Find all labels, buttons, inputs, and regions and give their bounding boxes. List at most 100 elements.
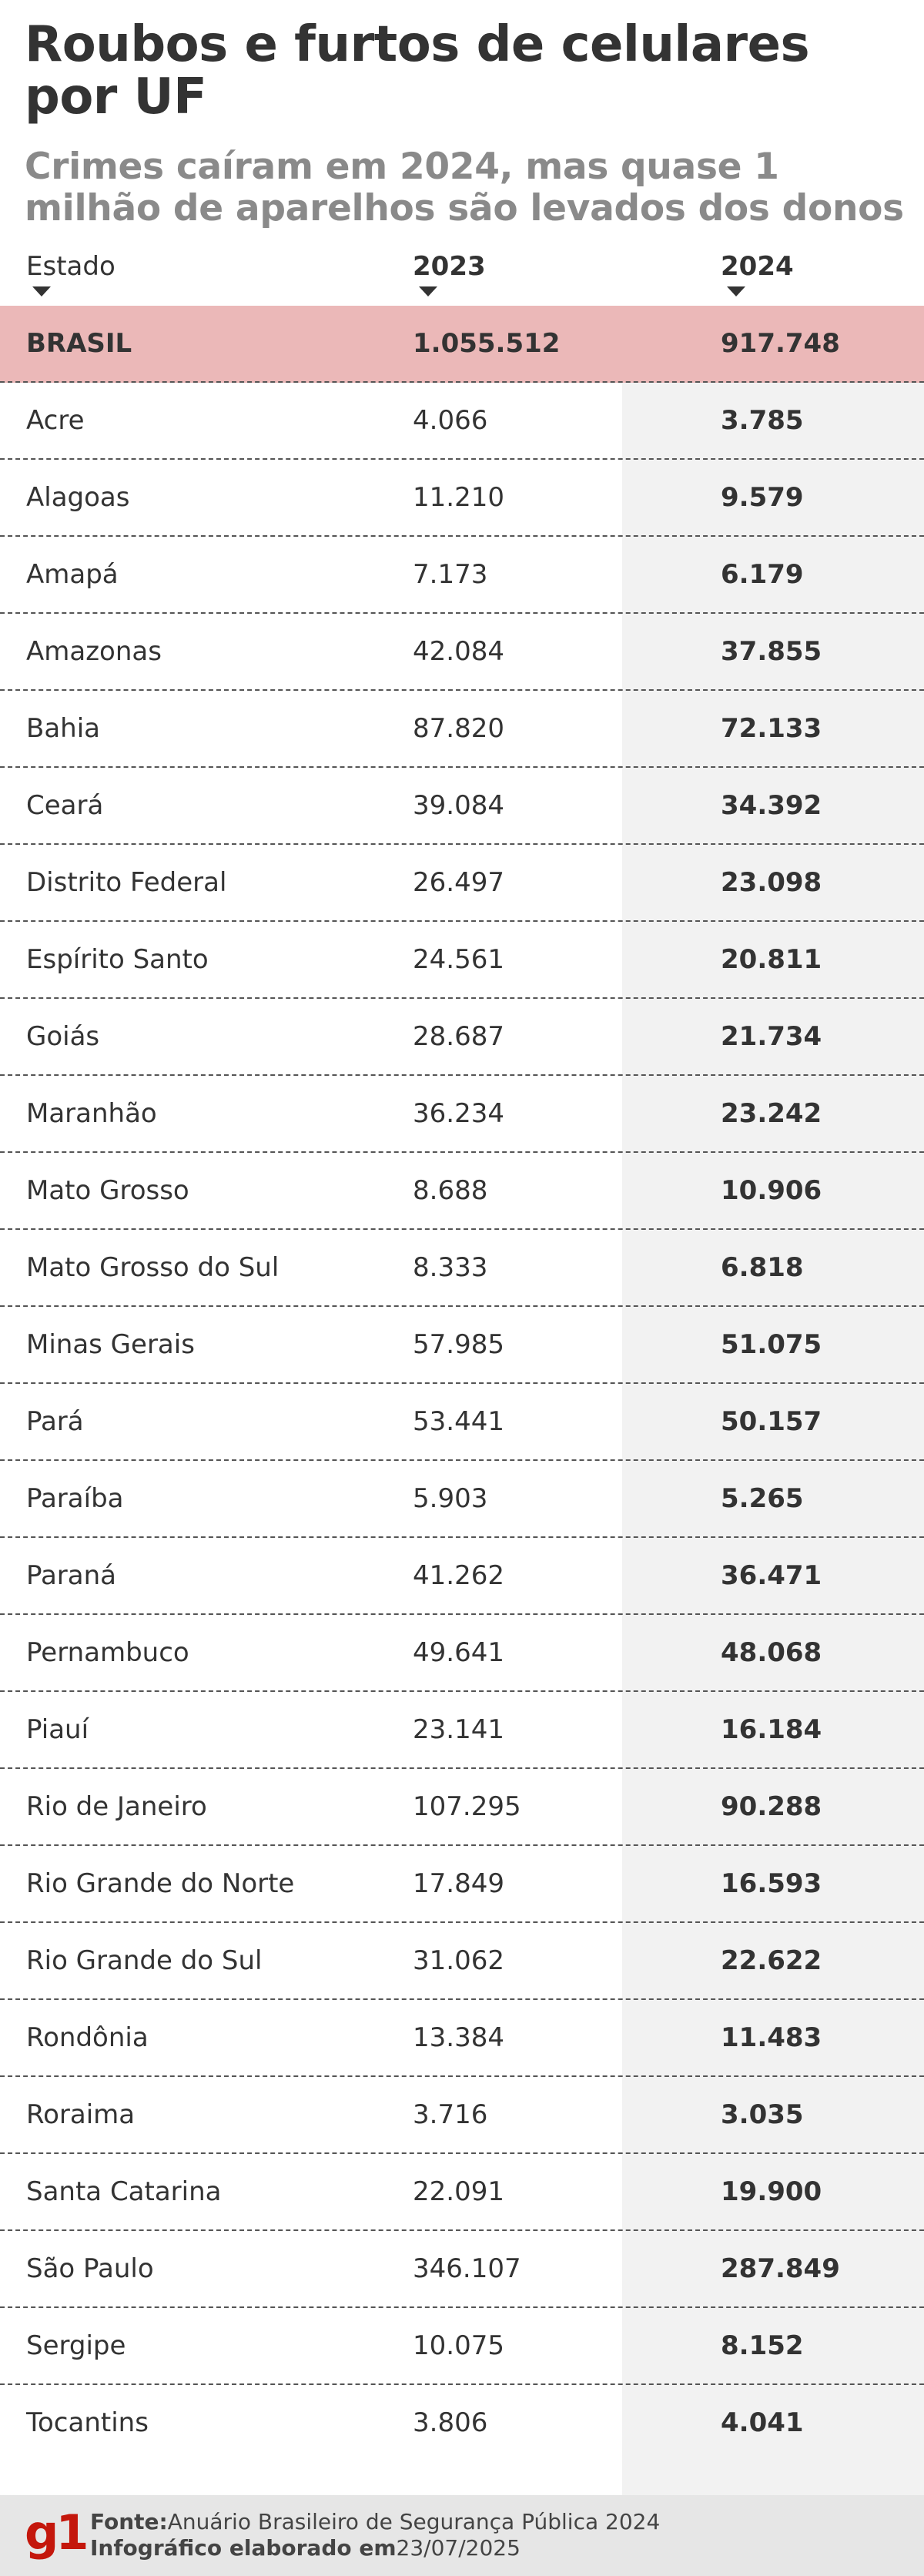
- sort-down-icon[interactable]: [32, 286, 51, 296]
- value-2024-cell: 23.242: [721, 1098, 822, 1129]
- value-2023-cell: 22.091: [413, 2176, 504, 2207]
- state-cell: Tocantins: [26, 2407, 149, 2438]
- value-2023-cell: 39.084: [413, 790, 504, 821]
- value-2023-cell: 8.333: [413, 1252, 488, 1283]
- table-row: Rio de Janeiro 107.295 90.288: [0, 1769, 924, 1846]
- table-header: Estado 2023 2024: [0, 248, 924, 303]
- table-row: Maranhão 36.234 23.242: [0, 1076, 924, 1153]
- state-cell: Rio Grande do Norte: [26, 1868, 295, 1899]
- column-2024-shading: [622, 383, 924, 2495]
- table-row: Espírito Santo 24.561 20.811: [0, 922, 924, 999]
- value-2023-cell: 41.262: [413, 1560, 504, 1591]
- state-cell: Pará: [26, 1406, 84, 1437]
- state-cell: Goiás: [26, 1021, 100, 1052]
- table-row: Amazonas 42.084 37.855: [0, 614, 924, 691]
- value-2024-cell: 48.068: [721, 1637, 822, 1668]
- value-2024-cell: 21.734: [721, 1021, 822, 1052]
- value-2023-cell: 3.806: [413, 2407, 488, 2438]
- value-2024-cell: 23.098: [721, 867, 822, 898]
- state-cell: Roraima: [26, 2099, 136, 2130]
- table-row: Santa Catarina 22.091 19.900: [0, 2154, 924, 2231]
- table-row: São Paulo 346.107 287.849: [0, 2231, 924, 2308]
- value-2023-cell: 3.716: [413, 2099, 488, 2130]
- value-2024-cell: 34.392: [721, 790, 822, 821]
- value-2023-cell: 107.295: [413, 1791, 521, 1822]
- value-2024-cell: 37.855: [721, 636, 822, 667]
- source-label: Fonte:: [90, 2509, 168, 2534]
- table-row: Goiás 28.687 21.734: [0, 999, 924, 1076]
- value-2024-cell: 4.041: [721, 2407, 804, 2438]
- state-cell: Pernambuco: [26, 1637, 189, 1668]
- table-row: Paraíba 5.903 5.265: [0, 1461, 924, 1538]
- table-row: Mato Grosso 8.688 10.906: [0, 1153, 924, 1230]
- value-2024-cell: 22.622: [721, 1945, 822, 1976]
- table-row: Rio Grande do Sul 31.062 22.622: [0, 1923, 924, 2000]
- column-header-2023[interactable]: 2023: [413, 248, 486, 296]
- state-cell: Santa Catarina: [26, 2176, 222, 2207]
- value-2023-cell: 17.849: [413, 1868, 504, 1899]
- value-2023-cell: 28.687: [413, 1021, 504, 1052]
- state-cell: Mato Grosso do Sul: [26, 1252, 280, 1283]
- value-2023-cell: 57.985: [413, 1329, 504, 1360]
- value-2024-cell: 19.900: [721, 2176, 822, 2207]
- state-cell: Minas Gerais: [26, 1329, 195, 1360]
- table-row: Alagoas 11.210 9.579: [0, 460, 924, 537]
- table-row: Pernambuco 49.641 48.068: [0, 1615, 924, 1692]
- value-2024-cell: 287.849: [721, 2253, 840, 2284]
- value-2023-cell: 13.384: [413, 2022, 504, 2053]
- state-cell: Paraíba: [26, 1483, 124, 1514]
- g1-logo: g1: [25, 2504, 89, 2561]
- state-cell: São Paulo: [26, 2253, 154, 2284]
- credit-label: Infográfico elaborado em: [90, 2535, 397, 2561]
- data-table: BRASIL 1.055.512 917.748 Acre 4.066 3.785 A…: [0, 306, 924, 2462]
- state-cell: Sergipe: [26, 2330, 126, 2361]
- table-row: Paraná 41.262 36.471: [0, 1538, 924, 1615]
- column-header-state[interactable]: Estado: [26, 248, 116, 296]
- value-2023-cell: 8.688: [413, 1175, 488, 1206]
- value-2023-cell: 87.820: [413, 713, 504, 744]
- table-row: Piauí 23.141 16.184: [0, 1692, 924, 1769]
- total-state: BRASIL: [26, 328, 132, 359]
- state-cell: Mato Grosso: [26, 1175, 189, 1206]
- value-2024-cell: 10.906: [721, 1175, 822, 1206]
- value-2024-cell: 3.785: [721, 405, 804, 436]
- sort-down-icon[interactable]: [419, 286, 437, 296]
- value-2023-cell: 10.075: [413, 2330, 504, 2361]
- value-2023-cell: 23.141: [413, 1714, 504, 1745]
- table-row: Tocantins 3.806 4.041: [0, 2385, 924, 2462]
- state-cell: Acre: [26, 405, 85, 436]
- total-row: BRASIL 1.055.512 917.748: [0, 306, 924, 383]
- table-row: Ceará 39.084 34.392: [0, 768, 924, 845]
- total-2023: 1.055.512: [413, 328, 561, 359]
- table-row: Acre 4.066 3.785: [0, 383, 924, 460]
- source-text: Anuário Brasileiro de Segurança Pública …: [167, 2509, 661, 2534]
- state-cell: Distrito Federal: [26, 867, 227, 898]
- value-2023-cell: 26.497: [413, 867, 504, 898]
- value-2023-cell: 5.903: [413, 1483, 488, 1514]
- value-2023-cell: 42.084: [413, 636, 504, 667]
- value-2023-cell: 11.210: [413, 482, 504, 513]
- value-2023-cell: 346.107: [413, 2253, 521, 2284]
- state-cell: Bahia: [26, 713, 100, 744]
- sort-down-icon[interactable]: [727, 286, 745, 296]
- table-row: Sergipe 10.075 8.152: [0, 2308, 924, 2385]
- value-2024-cell: 5.265: [721, 1483, 804, 1514]
- state-cell: Maranhão: [26, 1098, 157, 1129]
- state-cell: Amapá: [26, 559, 119, 590]
- state-cell: Espírito Santo: [26, 944, 209, 975]
- table-row: Mato Grosso do Sul 8.333 6.818: [0, 1230, 924, 1307]
- footer: g1 Fonte:Anuário Brasileiro de Segurança…: [0, 2495, 924, 2576]
- column-header-state-label: Estado: [26, 251, 116, 282]
- state-cell: Ceará: [26, 790, 104, 821]
- value-2024-cell: 90.288: [721, 1791, 822, 1822]
- value-2023-cell: 36.234: [413, 1098, 504, 1129]
- value-2023-cell: 24.561: [413, 944, 504, 975]
- value-2024-cell: 51.075: [721, 1329, 822, 1360]
- state-cell: Alagoas: [26, 482, 130, 513]
- table-row: Pará 53.441 50.157: [0, 1384, 924, 1461]
- table-row: Rio Grande do Norte 17.849 16.593: [0, 1846, 924, 1923]
- column-header-2024[interactable]: 2024: [721, 248, 794, 296]
- value-2024-cell: 16.593: [721, 1868, 822, 1899]
- table-row: Rondônia 13.384 11.483: [0, 2000, 924, 2077]
- table-row: Minas Gerais 57.985 51.075: [0, 1307, 924, 1384]
